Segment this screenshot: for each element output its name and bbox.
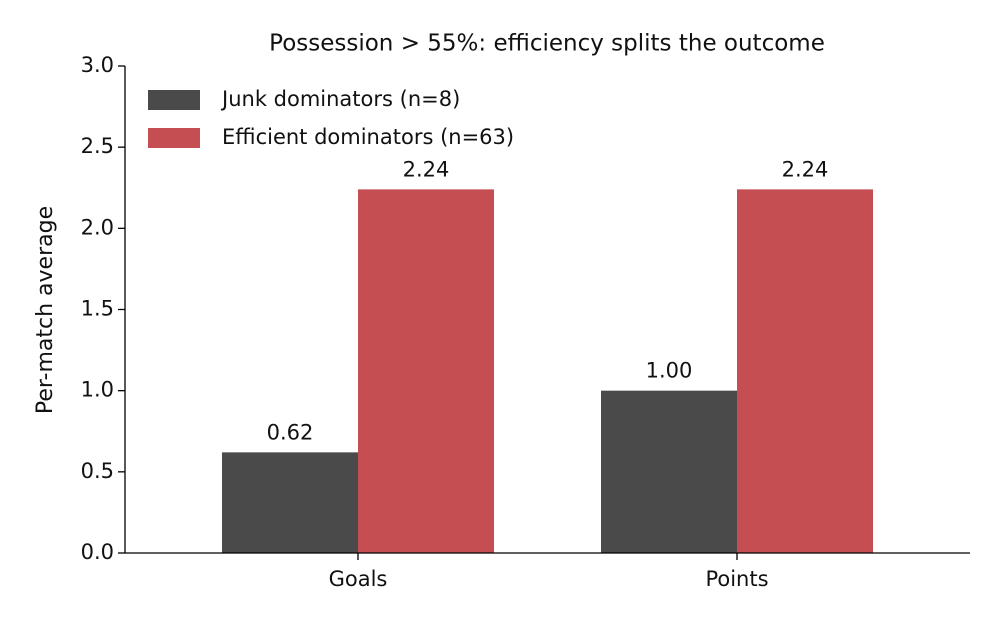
y-tick-label: 1.5: [81, 297, 114, 321]
data-label: 2.24: [782, 157, 829, 181]
bar: [601, 390, 737, 553]
x-tick-label: Goals: [329, 567, 388, 591]
bar: [222, 452, 358, 553]
y-tick-label: 0.0: [81, 540, 114, 564]
data-label: 0.62: [267, 420, 314, 444]
bar: [358, 189, 494, 553]
y-tick-label: 0.5: [81, 459, 114, 483]
data-label: 1.00: [646, 359, 693, 383]
bar: [737, 189, 873, 553]
chart-title: Possession > 55%: efficiency splits the …: [269, 31, 825, 57]
y-tick-label: 2.0: [81, 215, 114, 239]
x-tick-label: Points: [705, 567, 768, 591]
y-axis-label: Per-match average: [33, 206, 58, 414]
y-tick-label: 3.0: [81, 53, 114, 77]
y-tick-label: 2.5: [81, 134, 114, 158]
legend-label: Efficient dominators (n=63): [222, 125, 514, 149]
legend-swatch: [148, 128, 200, 148]
legend-label: Junk dominators (n=8): [220, 87, 460, 111]
data-label: 2.24: [403, 157, 450, 181]
y-tick-label: 1.0: [81, 378, 114, 402]
legend-swatch: [148, 90, 200, 110]
